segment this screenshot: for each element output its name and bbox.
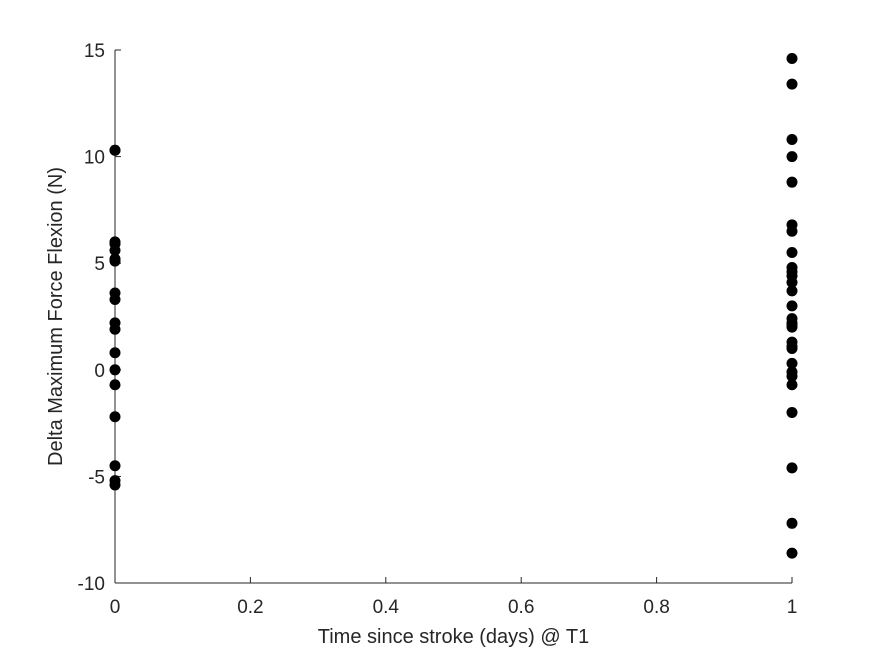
y-tick-label: 0: [94, 361, 105, 382]
y-tick-label: -10: [78, 574, 105, 595]
x-tick-label: 0.4: [373, 597, 400, 618]
x-tick-label: 1: [787, 597, 798, 618]
data-point: [109, 238, 121, 250]
data-point: [786, 319, 798, 331]
data-point: [786, 547, 798, 559]
data-point: [786, 406, 798, 418]
data-point: [109, 379, 121, 391]
x-tick-label: 0.6: [508, 597, 534, 618]
data-point: [786, 276, 798, 288]
data-point: [786, 134, 798, 146]
data-point: [109, 255, 121, 267]
x-tick-label: 0.2: [237, 597, 263, 618]
data-point: [109, 460, 121, 472]
data-point: [786, 151, 798, 163]
data-point: [109, 411, 121, 423]
x-tick-label: 0: [110, 597, 121, 618]
data-point: [786, 78, 798, 90]
y-tick-label: 10: [84, 148, 105, 169]
data-point: [786, 266, 798, 278]
data-point: [109, 293, 121, 305]
y-tick-label: 5: [94, 254, 105, 275]
data-point: [786, 517, 798, 529]
y-tick-label: -5: [88, 467, 105, 488]
data-point: [109, 479, 121, 491]
axes: [114, 50, 792, 584]
data-point: [786, 247, 798, 259]
data-point: [786, 300, 798, 312]
data-point: [109, 144, 121, 156]
data-point: [109, 323, 121, 335]
x-tick-label: 0.8: [643, 597, 669, 618]
data-point: [109, 347, 121, 359]
data-point: [786, 340, 798, 352]
y-axis-label: Delta Maximum Force Flexion (N): [45, 167, 67, 466]
data-points: [109, 53, 798, 559]
data-point: [786, 176, 798, 188]
data-point: [786, 462, 798, 474]
data-point: [786, 379, 798, 391]
data-point: [786, 53, 798, 65]
data-point: [786, 370, 798, 382]
x-axis-label: Time since stroke (days) @ T1: [318, 626, 589, 648]
x-ticks: 0 0.2 0.4 0.6 0.8 1: [110, 577, 798, 618]
data-point: [786, 285, 798, 297]
data-point: [786, 225, 798, 237]
y-tick-label: 15: [84, 41, 105, 62]
data-point: [109, 364, 121, 376]
data-point: [786, 357, 798, 369]
